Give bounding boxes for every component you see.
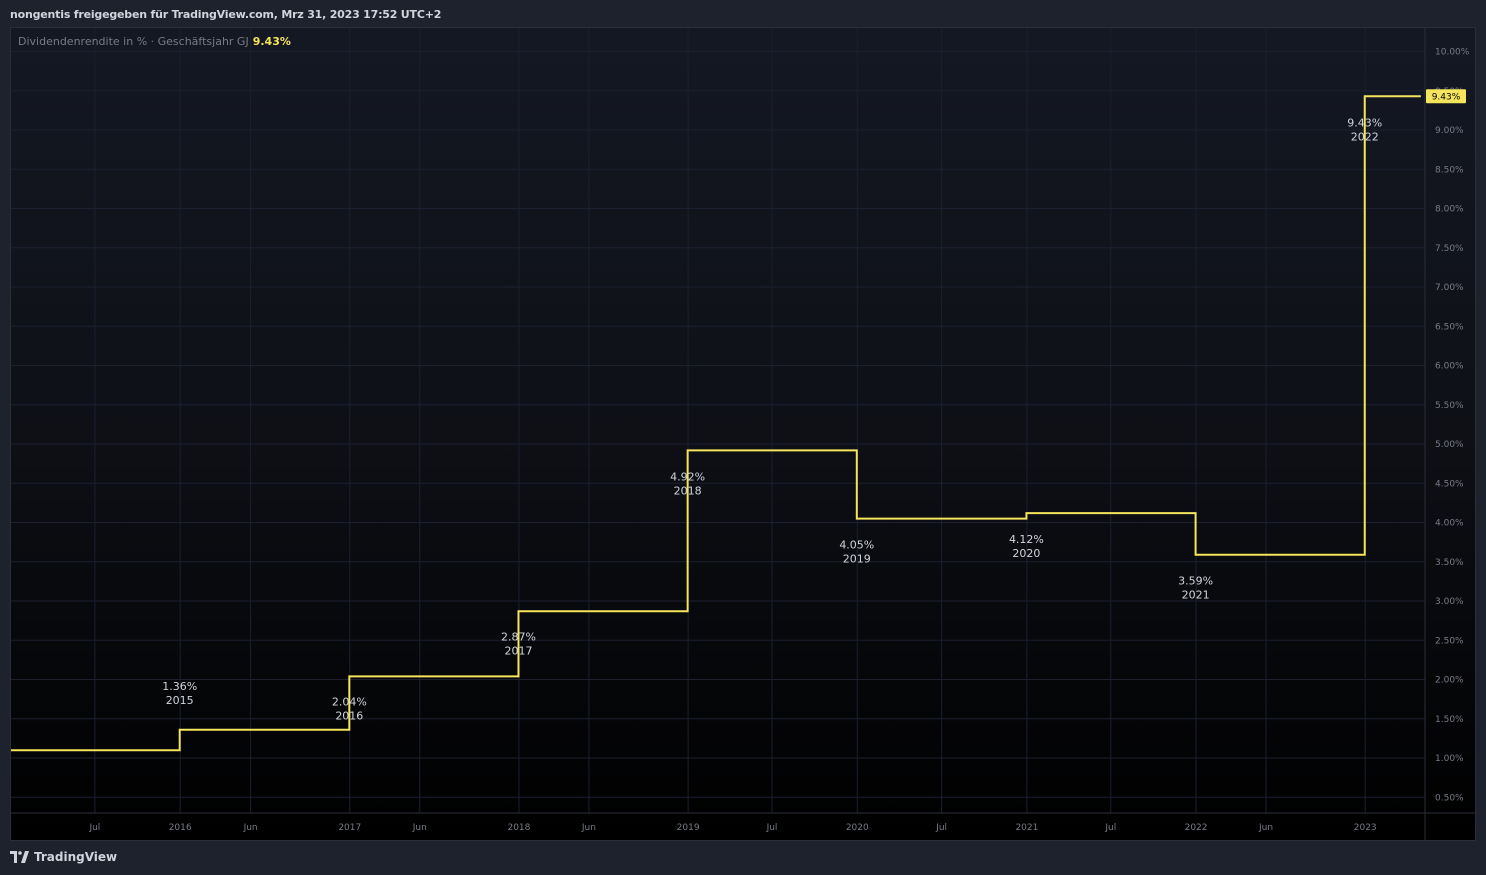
data-label-year: 2020 (1012, 547, 1040, 560)
last-value-badge (1426, 89, 1466, 104)
y-tick-label: 7.50% (1435, 244, 1464, 254)
y-tick-label: 6.00% (1435, 362, 1464, 372)
data-label-year: 2019 (843, 553, 871, 566)
y-tick-label: 8.00% (1435, 205, 1464, 215)
data-label-year: 2021 (1182, 589, 1210, 602)
series-legend: Dividendenrendite in % · Geschäftsjahr G… (18, 35, 291, 48)
data-label-year: 2015 (166, 694, 194, 707)
data-label-value: 1.36% (162, 680, 197, 693)
y-tick-label: 8.50% (1435, 165, 1464, 175)
y-tick-label: 2.50% (1435, 636, 1464, 646)
chart-panel[interactable] (10, 27, 1476, 841)
last-value-badge-text: 9.43% (1432, 92, 1461, 102)
x-tick-label: 2019 (677, 823, 700, 833)
y-tick-label: 10.00% (1435, 48, 1470, 58)
x-tick-label: Jun (412, 823, 427, 833)
x-tick-label: Jul (88, 823, 100, 833)
y-tick-label: 3.00% (1435, 597, 1464, 607)
x-tick-label: Jun (243, 823, 258, 833)
legend-value: 9.43% (252, 35, 291, 48)
data-label-year: 2016 (335, 709, 363, 722)
x-tick-label: 2017 (338, 823, 361, 833)
x-tick-label: 2018 (507, 823, 530, 833)
y-tick-label: 0.50% (1435, 793, 1464, 803)
data-label-value: 3.59% (1178, 575, 1213, 588)
data-label-value: 2.04% (332, 695, 367, 708)
y-tick-label: 1.00% (1435, 754, 1464, 764)
y-tick-label: 3.50% (1435, 558, 1464, 568)
y-tick-label: 6.50% (1435, 322, 1464, 332)
data-label-value: 4.12% (1009, 533, 1044, 546)
data-label-value: 2.87% (501, 630, 536, 643)
data-label-year: 2022 (1351, 130, 1379, 143)
footer-brand: TradingView (34, 850, 118, 864)
footer: TradingView (10, 850, 117, 864)
y-tick-label: 2.00% (1435, 676, 1464, 686)
x-tick-label: 2023 (1354, 823, 1377, 833)
y-tick-label: 7.00% (1435, 283, 1464, 293)
dividend-yield-step-line (11, 95, 1421, 752)
legend-label: Dividendenrendite in % · Geschäftsjahr G… (18, 35, 249, 48)
x-tick-label: 2016 (169, 823, 192, 833)
x-tick-label: Jul (935, 823, 947, 833)
y-tick-label: 4.00% (1435, 519, 1464, 529)
data-label-year: 2018 (674, 484, 702, 497)
data-label-year: 2017 (504, 644, 532, 657)
x-tick-label: Jun (581, 823, 596, 833)
data-label-value: 9.43% (1347, 116, 1382, 129)
x-tick-label: Jul (766, 823, 778, 833)
y-tick-label: 5.50% (1435, 401, 1464, 411)
x-tick-label: Jul (1104, 823, 1116, 833)
y-tick-label: 1.50% (1435, 715, 1464, 725)
y-tick-label: 4.50% (1435, 479, 1464, 489)
x-tick-label: 2021 (1015, 823, 1038, 833)
data-label-value: 4.92% (670, 470, 705, 483)
x-tick-label: Jun (1258, 823, 1273, 833)
y-tick-label: 9.00% (1435, 126, 1464, 136)
tradingview-logo-icon (10, 851, 29, 863)
y-tick-label: 5.00% (1435, 440, 1464, 450)
x-tick-label: 2020 (846, 823, 869, 833)
chart-header-title: nongentis freigegeben für TradingView.co… (10, 8, 442, 21)
x-tick-label: 2022 (1185, 823, 1208, 833)
data-label-value: 4.05% (839, 539, 874, 552)
